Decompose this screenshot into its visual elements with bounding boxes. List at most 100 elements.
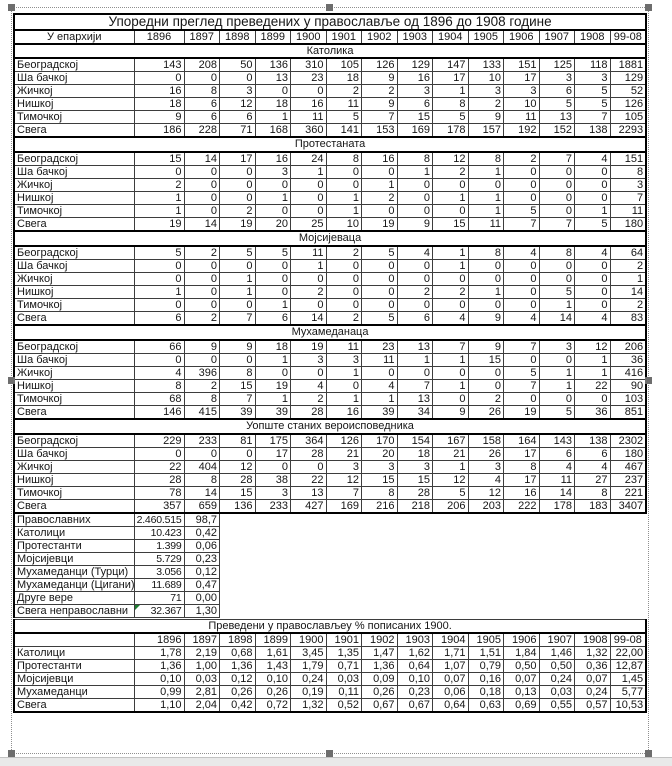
data-cell[interactable]: 16	[503, 486, 540, 500]
data-cell[interactable]: 13	[396, 339, 433, 354]
data-cell[interactable]: 2	[183, 379, 220, 393]
data-cell[interactable]: 0	[290, 178, 327, 192]
selection-handle-e[interactable]	[645, 376, 652, 384]
pct-value-cell[interactable]: 0,55	[538, 698, 575, 713]
data-cell[interactable]: 4	[503, 311, 540, 326]
data-cell[interactable]: 7	[219, 311, 256, 326]
data-cell[interactable]: 1	[361, 392, 398, 406]
data-cell[interactable]: 0	[361, 272, 398, 286]
data-cell[interactable]: 26	[467, 405, 504, 420]
data-cell[interactable]: 0	[396, 259, 433, 273]
data-cell[interactable]: 14	[290, 311, 327, 326]
data-cell[interactable]: 17	[503, 71, 540, 85]
data-cell[interactable]: 0	[183, 447, 220, 461]
data-cell[interactable]: 0	[396, 298, 433, 312]
data-cell[interactable]: 138	[574, 433, 611, 448]
data-cell[interactable]: 415	[183, 405, 220, 420]
data-cell[interactable]: 0	[574, 285, 611, 299]
data-cell[interactable]: 0	[183, 259, 220, 273]
data-cell[interactable]: 10	[325, 217, 362, 232]
data-cell[interactable]: 0	[325, 272, 362, 286]
data-cell[interactable]: 5	[503, 366, 540, 380]
table-title-cell[interactable]: Упоредни преглед преведених у православљ…	[12, 13, 648, 31]
data-cell[interactable]: 25	[290, 217, 327, 232]
pct-value-cell[interactable]: 1,45	[609, 672, 648, 686]
data-cell[interactable]: 0	[254, 178, 291, 192]
data-cell[interactable]: 18	[254, 339, 291, 354]
pct-label-cell[interactable]: Мухамеданци	[13, 685, 135, 699]
data-cell[interactable]: 8	[574, 486, 611, 500]
data-cell[interactable]: 5	[538, 97, 575, 111]
data-cell[interactable]: 15	[396, 473, 433, 487]
pct-value-cell[interactable]: 1,00	[183, 659, 220, 673]
data-cell[interactable]: 19	[133, 217, 185, 232]
row-label-cell[interactable]: Београдској	[13, 339, 135, 354]
data-cell[interactable]: 17	[432, 71, 469, 85]
data-cell[interactable]: 105	[609, 110, 648, 124]
data-cell[interactable]: 183	[574, 499, 611, 514]
row-label-cell[interactable]: Ша бачкој	[13, 71, 135, 85]
data-cell[interactable]: 1	[538, 366, 575, 380]
data-cell[interactable]: 229	[133, 433, 185, 448]
data-cell[interactable]: 6	[574, 447, 611, 461]
data-cell[interactable]: 167	[432, 433, 469, 448]
data-cell[interactable]: 7	[432, 339, 469, 354]
data-cell[interactable]: 0	[325, 259, 362, 273]
data-cell[interactable]: 71	[219, 123, 256, 138]
data-cell[interactable]: 0	[538, 272, 575, 286]
data-cell[interactable]: 83	[609, 311, 648, 326]
data-cell[interactable]: 3	[219, 84, 256, 98]
data-cell[interactable]: 170	[361, 433, 398, 448]
data-cell[interactable]: 11	[325, 339, 362, 354]
data-cell[interactable]: 427	[290, 499, 327, 514]
data-cell[interactable]: 3407	[609, 499, 648, 514]
data-cell[interactable]: 0	[254, 272, 291, 286]
data-cell[interactable]: 233	[183, 433, 220, 448]
data-cell[interactable]: 0	[432, 272, 469, 286]
data-cell[interactable]: 3	[396, 460, 433, 474]
summary-value-cell[interactable]: 32.367	[133, 604, 185, 618]
data-cell[interactable]: 133	[467, 57, 504, 72]
data-cell[interactable]: 0	[503, 392, 540, 406]
data-cell[interactable]: 0	[183, 298, 220, 312]
pct-value-cell[interactable]: 0,07	[574, 672, 611, 686]
pct-value-cell[interactable]: 12,87	[609, 659, 648, 673]
data-cell[interactable]: 7	[574, 110, 611, 124]
data-cell[interactable]: 4	[574, 151, 611, 166]
data-cell[interactable]: 237	[609, 473, 648, 487]
data-cell[interactable]: 6	[254, 311, 291, 326]
pct-value-cell[interactable]: 1,62	[396, 646, 433, 660]
data-cell[interactable]: 4	[574, 245, 611, 260]
pct-value-cell[interactable]: 0,50	[538, 659, 575, 673]
summary-value-cell[interactable]: 71	[133, 591, 185, 605]
data-cell[interactable]: 0	[574, 165, 611, 179]
row-label-cell[interactable]: Свега	[13, 499, 135, 514]
data-cell[interactable]: 659	[183, 499, 220, 514]
year-header-cell[interactable]: 99-08	[609, 29, 648, 45]
data-cell[interactable]: 0	[361, 204, 398, 218]
data-cell[interactable]: 138	[574, 123, 611, 138]
data-cell[interactable]: 3	[254, 165, 291, 179]
data-cell[interactable]: 13	[254, 71, 291, 85]
pct-year-header-cell[interactable]: 1905	[467, 632, 504, 647]
data-cell[interactable]: 6	[183, 110, 220, 124]
data-cell[interactable]: 228	[183, 123, 220, 138]
pct-year-header-cell[interactable]: 1898	[219, 632, 256, 647]
data-cell[interactable]: 19	[290, 339, 327, 354]
pct-value-cell[interactable]: 0,19	[290, 685, 327, 699]
summary-percent-cell[interactable]: 0,06	[183, 539, 220, 553]
row-label-cell[interactable]: Нишкој	[13, 379, 135, 393]
pct-value-cell[interactable]: 1,47	[361, 646, 398, 660]
pct-value-cell[interactable]: 0,26	[361, 685, 398, 699]
data-cell[interactable]: 2	[432, 165, 469, 179]
data-cell[interactable]: 23	[361, 339, 398, 354]
data-cell[interactable]: 0	[183, 285, 220, 299]
data-cell[interactable]: 0	[133, 298, 185, 312]
data-cell[interactable]: 1	[609, 272, 648, 286]
data-cell[interactable]: 0	[183, 178, 220, 192]
data-cell[interactable]: 126	[361, 57, 398, 72]
data-cell[interactable]: 0	[361, 366, 398, 380]
data-cell[interactable]: 9	[432, 405, 469, 420]
data-cell[interactable]: 22	[290, 473, 327, 487]
summary-label-cell[interactable]: Свега неправославни	[13, 604, 135, 618]
